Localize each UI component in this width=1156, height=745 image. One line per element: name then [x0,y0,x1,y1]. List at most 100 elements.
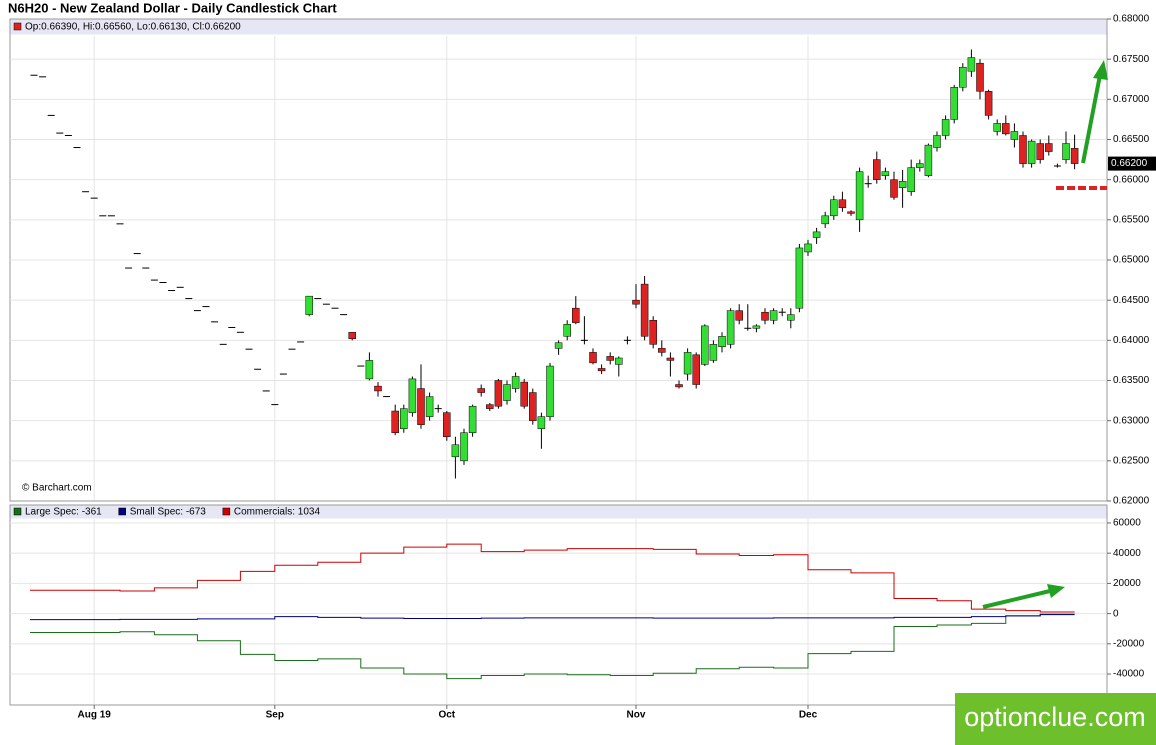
cot-line [30,543,1075,613]
watermark: optionclue.com [964,702,1146,732]
candle-body [830,199,838,217]
candle-body [1036,143,1044,160]
y-tick-label: 0.62500 [1113,455,1150,466]
candle-body [494,380,503,407]
candle-body [804,243,812,253]
y-tick-label: 0.66000 [1113,174,1150,185]
candle-body [537,416,546,429]
candle-body [1045,143,1053,152]
legend-swatch [13,22,22,31]
candle-body [451,444,460,458]
y-tick-label: 0.66500 [1113,134,1150,145]
candle-body [907,167,915,192]
candle-body [640,283,649,337]
watermark-box [955,693,1156,745]
candle-body [503,384,511,401]
candle-body [529,392,537,421]
candle-body [477,388,485,393]
candle-body [821,215,829,225]
candle-body [735,310,743,321]
candle-body [391,410,399,433]
candle-body [752,325,761,329]
candle-body [348,332,356,339]
legend-swatch [222,507,231,516]
candle-body [769,310,778,321]
y-tick-label: 0.64500 [1113,295,1150,306]
y-tick-label: 60000 [1113,518,1141,529]
candle-body [374,385,382,392]
y-tick-label: 0.63000 [1113,415,1150,426]
x-tick-label: Nov [627,710,646,721]
ohlc-legend: Op:0.66390, Hi:0.66560, Lo:0.66130, Cl:0… [25,22,241,33]
candle-body [666,357,675,361]
candle-body [520,381,528,407]
candle-body [658,348,666,353]
candle-body [967,57,976,72]
candle-body [572,307,580,323]
candle-body [1010,131,1019,140]
candle-body [855,171,864,221]
candle-body [701,325,709,365]
candle-body [726,310,735,345]
candle-body [468,405,477,433]
candle-body [847,211,855,214]
y-tick-label: 0.67500 [1113,54,1150,65]
candle-body [950,87,958,120]
y-tick-label: 0.67000 [1113,94,1150,105]
candle-body [443,412,451,437]
candle-body [408,378,417,413]
candle-body [924,144,933,176]
candle-body [692,354,700,385]
y-tick-label: 0.62000 [1113,496,1150,507]
candle-body [890,179,898,198]
ohlc-legend-band [10,19,1107,35]
candle-body [589,352,597,364]
candle-body [718,336,726,348]
candle-body [649,320,657,345]
legend-label: Commercials: 1034 [234,507,321,518]
x-tick-label: Oct [438,710,455,721]
candle-body [881,171,890,176]
candle-body [400,408,408,429]
candle-body [511,376,520,389]
candle-body [597,368,606,372]
candle-body [976,62,984,92]
last-price-label: 0.66200 [1111,158,1148,169]
candle-body [615,357,623,365]
candle-body [1002,123,1010,135]
x-tick-label: Aug 19 [78,710,112,721]
y-tick-label: 0 [1113,608,1119,619]
candle-body [959,66,967,88]
y-tick-label: -20000 [1113,638,1145,649]
candle-body [1019,135,1027,164]
candle-body [305,295,313,315]
candle-body [417,388,425,425]
legend-swatch [118,507,126,516]
candle-body [554,342,563,349]
x-tick-label: Sep [266,710,284,721]
candle-body [795,247,804,309]
y-tick-label: 0.68000 [1113,14,1150,25]
candle-body [1027,140,1036,164]
candle-body [933,135,941,148]
y-tick-label: 20000 [1113,578,1141,589]
candle-body [486,404,494,409]
arrow [1081,74,1102,164]
candle-body [1070,148,1079,164]
y-tick-label: 40000 [1113,548,1141,559]
candle-body [606,356,614,361]
candle-body [675,384,683,388]
candle-body [683,352,692,375]
cot-panel [9,504,1108,706]
y-tick-label: 0.65000 [1113,255,1150,266]
candle-body [838,199,847,209]
x-tick-label: Dec [799,710,818,721]
candle-body [812,231,821,238]
arrow [982,589,1051,609]
candle-body [365,360,374,380]
legend-label: Small Spec: -673 [130,507,207,518]
y-tick-label: 0.64000 [1113,335,1150,346]
candle-body [425,396,434,417]
candle-body [563,324,571,337]
